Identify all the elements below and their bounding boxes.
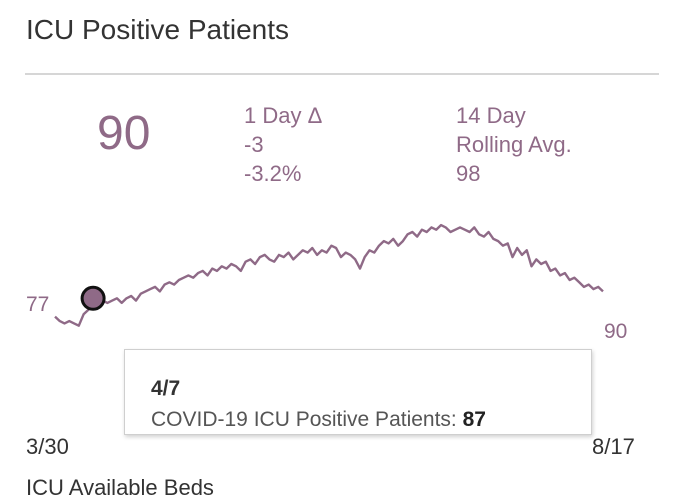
next-section-title: ICU Available Beds [26,475,214,500]
rolling-average-label-line2: Rolling Avg. [456,132,572,157]
chart-tooltip: 4/7 COVID-19 ICU Positive Patients: 87 [124,349,592,435]
one-day-change-absolute: -3 [244,132,264,157]
rolling-average-label-line1: 14 Day [456,103,526,128]
series-line [54,223,604,327]
tooltip-value: 87 [462,408,486,431]
tooltip-series-row: COVID-19 ICU Positive Patients: 87 [151,408,486,432]
end-value-label: 90 [604,320,627,343]
tooltip-date: 4/7 [151,377,181,400]
sparkline-chart[interactable]: 77 90 [0,0,688,486]
one-day-change-percent: -3.2% [244,161,302,186]
hover-point-marker[interactable] [80,285,106,311]
title-divider [25,73,659,75]
page-title: ICU Positive Patients [26,14,289,45]
one-day-change-label: 1 Day Δ [244,103,323,128]
x-tick-label-end: 8/17 [592,434,635,459]
current-value: 90 [97,107,151,160]
rolling-average: 14 Day Rolling Avg. 98 [456,101,572,188]
start-value-label: 77 [26,293,49,316]
x-tick-label-start: 3/30 [26,434,69,459]
tooltip-series-label: COVID-19 ICU Positive Patients: [151,408,457,431]
one-day-change: 1 Day Δ -3 -3.2% [244,101,322,188]
rolling-average-value: 98 [456,161,481,186]
